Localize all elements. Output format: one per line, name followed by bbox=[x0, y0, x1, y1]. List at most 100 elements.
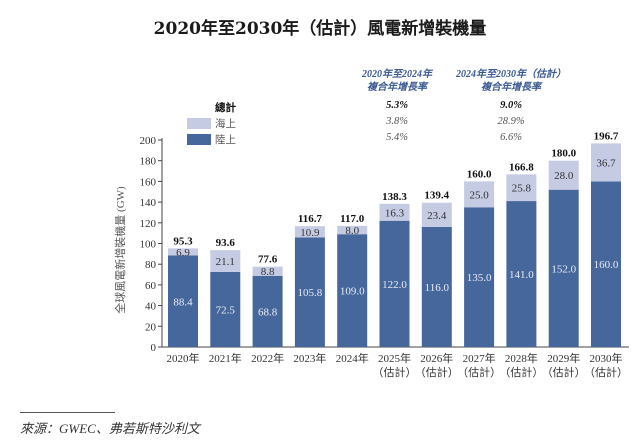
bar-onshore bbox=[548, 189, 579, 347]
bar-label-total: 196.7 bbox=[594, 130, 619, 142]
bar-label-onshore: 68.8 bbox=[258, 306, 278, 318]
x-tick-sublabel: （估計） bbox=[415, 365, 459, 379]
bar-label-offshore: 25.0 bbox=[469, 189, 489, 201]
cagr2-header-line1: 2024年至2030年（估計） bbox=[456, 69, 566, 80]
source-divider bbox=[20, 412, 115, 413]
bar-label-total: 95.3 bbox=[173, 235, 193, 247]
bar-label-onshore: 116.0 bbox=[425, 282, 450, 294]
bar-label-total: 160.0 bbox=[467, 168, 492, 180]
bar-label-onshore: 109.0 bbox=[340, 286, 365, 298]
bar-onshore bbox=[464, 207, 495, 347]
x-tick-label: 2022年 bbox=[251, 351, 284, 365]
x-tick-sublabel: （估計） bbox=[542, 365, 586, 379]
bar-label-total: 180.0 bbox=[551, 148, 576, 160]
x-tick-label: 2025年 bbox=[378, 351, 411, 365]
x-tick-label: 2030年 bbox=[590, 351, 623, 365]
bar-label-offshore: 8.8 bbox=[261, 266, 275, 278]
legend-total-label: 總計 bbox=[215, 102, 236, 114]
y-tick-label: 60 bbox=[145, 280, 157, 292]
bar-label-onshore: 122.0 bbox=[382, 279, 407, 291]
source-note: 來源：GWEC、弗若斯特沙利文 bbox=[20, 421, 200, 436]
x-axis-labels: 2020年 2021年 2022年 2023年 2024年 2025年（估計）2026年（… bbox=[167, 351, 629, 379]
cagr1-offshore: 3.8% bbox=[386, 116, 408, 127]
bar-offshore bbox=[337, 225, 368, 235]
bar-label-total: 93.6 bbox=[216, 237, 236, 249]
bar-label-onshore: 135.0 bbox=[467, 272, 492, 284]
y-tick-label: 120 bbox=[140, 218, 157, 230]
bar-offshore bbox=[506, 174, 537, 202]
cagr2-total: 9.0% bbox=[500, 100, 522, 111]
bar-label-offshore: 21.1 bbox=[216, 256, 235, 268]
bar-onshore bbox=[379, 220, 410, 347]
y-tick-label: 160 bbox=[140, 176, 157, 188]
cagr2-header: 2024年至2030年（估計） 複合年增長率 bbox=[446, 68, 576, 94]
y-tick-label: 100 bbox=[140, 239, 157, 251]
bar-label-total: 166.8 bbox=[509, 161, 534, 173]
bar-label-onshore: 160.0 bbox=[594, 259, 619, 271]
x-tick-label: 2023年 bbox=[293, 351, 326, 365]
bar-onshore bbox=[337, 234, 368, 347]
bar-label-offshore: 10.9 bbox=[300, 227, 320, 239]
x-tick-sublabel: （估計） bbox=[499, 365, 543, 379]
bar-onshore bbox=[294, 237, 325, 347]
y-tick-label: 140 bbox=[140, 197, 157, 209]
legend-onshore-label: 陸上 bbox=[215, 134, 236, 146]
bars: 88.4 6.995.3 72.5 21.1 93.6 68.8 8.877.6 105.8 1… bbox=[168, 130, 621, 347]
bar-label-offshore: 8.0 bbox=[345, 225, 359, 237]
bar-label-onshore: 141.0 bbox=[509, 269, 534, 281]
bar-offshore bbox=[548, 160, 579, 190]
x-tick-sublabel: （估計） bbox=[457, 365, 501, 379]
x-tick-label: 2024年 bbox=[336, 351, 369, 365]
y-tick-label: 40 bbox=[145, 301, 157, 313]
bar-offshore bbox=[379, 203, 410, 221]
bar-label-total: 116.7 bbox=[298, 213, 323, 225]
bar-offshore bbox=[168, 248, 198, 256]
bar-offshore bbox=[591, 143, 621, 182]
cagr1-header-line2: 複合年增長率 bbox=[367, 82, 427, 93]
legend-offshore-label: 海上 bbox=[215, 118, 236, 130]
x-tick-sublabel: （估計） bbox=[373, 365, 417, 379]
bar-label-offshore: 36.7 bbox=[596, 157, 616, 169]
x-tick-label: 2029年 bbox=[547, 351, 580, 365]
bar-label-offshore: 23.4 bbox=[427, 210, 447, 222]
bar-label-total: 117.0 bbox=[340, 213, 365, 225]
cagr2-header-line2: 複合年增長率 bbox=[481, 82, 541, 93]
bar-label-onshore: 72.5 bbox=[216, 304, 236, 316]
cagr1-header-line1: 2020年至2024年 bbox=[362, 69, 432, 80]
cagr1-header: 2020年至2024年 複合年增長率 bbox=[352, 68, 442, 94]
bar-label-total: 139.4 bbox=[424, 190, 449, 202]
bar-label-total: 138.3 bbox=[382, 191, 407, 203]
x-tick-sublabel: （估計） bbox=[584, 365, 628, 379]
bar-offshore bbox=[210, 250, 241, 272]
bar-onshore bbox=[210, 271, 241, 347]
cagr2-onshore: 6.6% bbox=[500, 132, 522, 143]
y-tick-label: 20 bbox=[145, 321, 157, 333]
y-axis-label: 全球風電新增裝機量 (GW) bbox=[113, 186, 127, 314]
chart-title: 2020年至2030年（估計）風電新增裝機量 bbox=[153, 19, 487, 39]
bar-label-onshore: 105.8 bbox=[298, 287, 323, 299]
bar-offshore bbox=[294, 226, 325, 238]
bar-label-offshore: 25.8 bbox=[512, 183, 532, 195]
cagr2-offshore: 28.9% bbox=[497, 116, 525, 127]
bar-label-onshore: 152.0 bbox=[551, 263, 576, 275]
x-tick-label: 2026年 bbox=[420, 351, 453, 365]
x-tick-label: 2020年 bbox=[167, 351, 200, 365]
bar-onshore bbox=[421, 226, 452, 347]
bar-onshore bbox=[591, 181, 621, 347]
y-tick-label: 200 bbox=[140, 135, 157, 147]
bar-offshore bbox=[252, 266, 283, 276]
y-tick-label: 0 bbox=[151, 342, 157, 354]
bar-label-total: 77.6 bbox=[258, 254, 278, 266]
x-tick-label: 2021年 bbox=[209, 351, 242, 365]
bar-onshore bbox=[252, 275, 283, 347]
y-tick-label: 80 bbox=[145, 259, 157, 271]
bar-label-offshore: 28.0 bbox=[554, 170, 574, 182]
x-tick-label: 2027年 bbox=[463, 351, 496, 365]
bar-label-onshore: 88.4 bbox=[173, 296, 193, 308]
legend-onshore-swatch bbox=[187, 134, 211, 145]
bar-label-offshore: 16.3 bbox=[385, 207, 405, 219]
x-tick-label: 2028年 bbox=[505, 351, 538, 365]
bar-label-offshore: 6.9 bbox=[176, 247, 190, 259]
bar-offshore bbox=[464, 181, 495, 208]
